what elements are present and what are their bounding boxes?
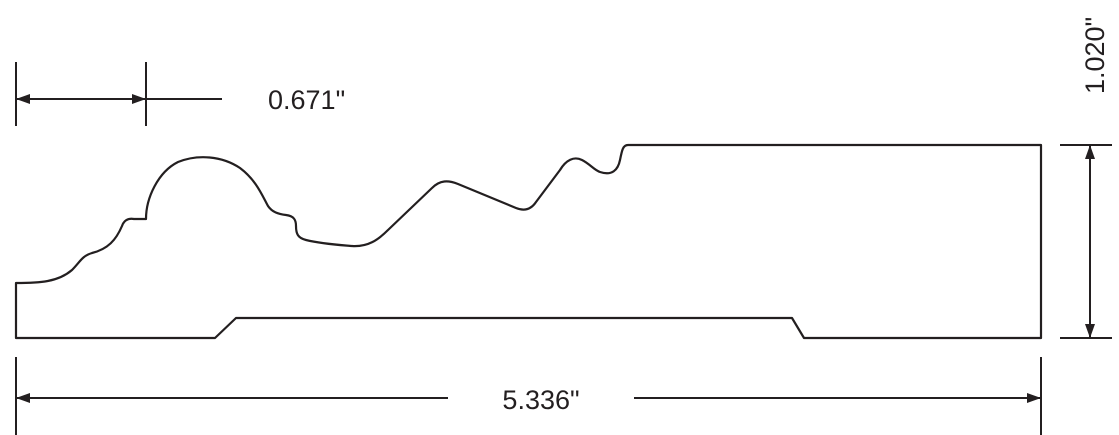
top-dimension-label: 0.671" [268,85,345,115]
height-dimension-label: 1.020" [1080,17,1110,94]
width-dimension-label: 5.336" [502,385,579,415]
molding-profile-outline [14,143,1043,340]
